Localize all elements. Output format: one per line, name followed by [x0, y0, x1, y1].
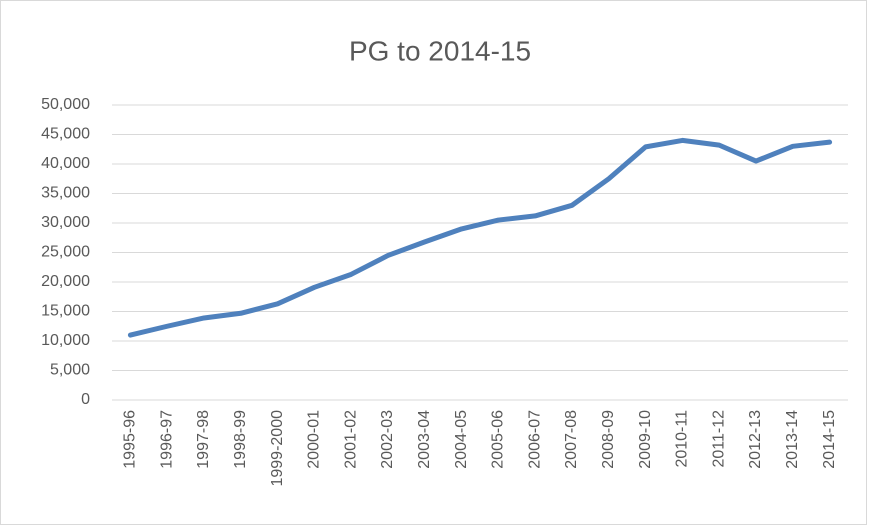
x-tick-label: 2007-08	[563, 410, 580, 469]
x-tick-label: 2014-15	[821, 410, 838, 469]
x-tick-label: 2012-13	[747, 410, 764, 469]
x-tick-label: 1997-98	[195, 410, 212, 469]
y-tick-label: 15,000	[41, 303, 90, 320]
x-tick-label: 2005-06	[490, 410, 507, 469]
x-tick-label: 2001-02	[342, 410, 359, 469]
y-tick-label: 30,000	[41, 214, 90, 231]
y-tick-label: 20,000	[41, 273, 90, 290]
y-tick-label: 40,000	[41, 155, 90, 172]
y-tick-label: 25,000	[41, 244, 90, 261]
x-tick-label: 1998-99	[232, 410, 249, 469]
x-tick-label: 2000-01	[306, 410, 323, 469]
x-tick-label: 2004-05	[453, 410, 470, 469]
x-tick-label: 1999-2000	[269, 410, 286, 487]
x-tick-label: 1996-97	[158, 410, 175, 469]
y-tick-label: 10,000	[41, 332, 90, 349]
y-tick-label: 50,000	[41, 96, 90, 113]
x-tick-label: 2009-10	[637, 410, 654, 469]
chart-title: PG to 2014-15	[349, 35, 531, 66]
x-tick-label: 2002-03	[379, 410, 396, 469]
x-tick-label: 1995-96	[122, 410, 139, 469]
y-tick-label: 45,000	[41, 126, 90, 143]
y-tick-label: 5,000	[50, 362, 90, 379]
y-tick-label: 35,000	[41, 185, 90, 202]
x-tick-label: 2011-12	[710, 410, 727, 468]
x-tick-label: 2013-14	[784, 410, 801, 469]
line-series	[127, 137, 833, 338]
x-tick-label: 2003-04	[416, 410, 433, 469]
y-tick-label: 0	[81, 391, 90, 408]
x-tick-label: 2010-11	[674, 410, 691, 468]
x-tick-label: 2006-07	[526, 410, 543, 469]
x-tick-label: 2008-09	[600, 410, 617, 469]
